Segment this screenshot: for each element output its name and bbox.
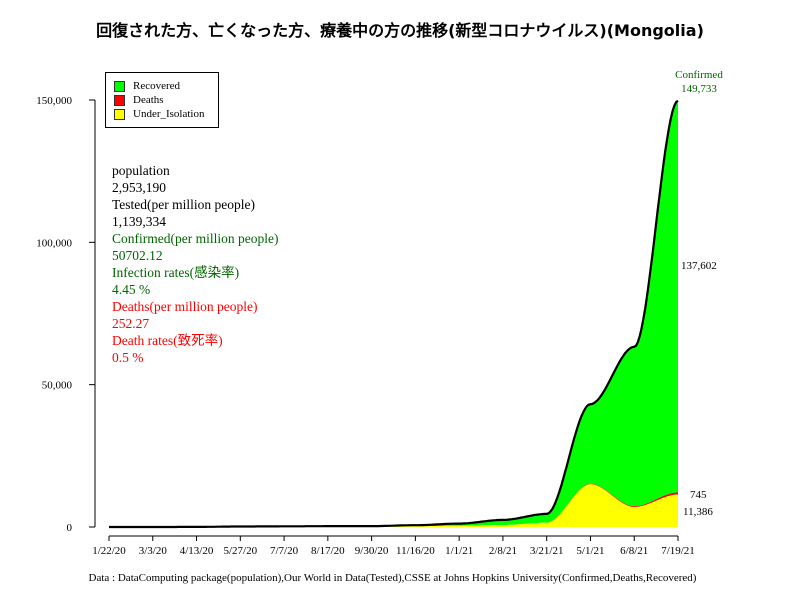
stat-tested-label: Tested(per million people) — [112, 197, 256, 212]
legend-swatch-recovered — [114, 80, 125, 92]
area-under-isolation — [109, 484, 678, 527]
legend-entry-recovered: Recovered — [114, 80, 180, 92]
stat-infection-rate-label: Infection rates(感染率) — [112, 265, 240, 280]
stat-confirmed-label: Confirmed(per million people) — [112, 231, 279, 246]
legend-label-under-isolation: Under_Isolation — [133, 108, 205, 120]
stat-death-rate-label: Death rates(致死率) — [112, 333, 223, 348]
x-tick-label: 1/1/21 — [445, 545, 473, 557]
stat-infection-rate: Infection rates(感染率) 4.45 % — [112, 264, 278, 298]
deaths-value-label: 745 — [690, 489, 707, 501]
stat-tested-value: 1,139,334 — [112, 214, 166, 229]
y-tick-label: 150,000 — [36, 95, 72, 107]
stat-confirmed-value: 50702.12 — [112, 248, 163, 263]
recovered-value-label: 137,602 — [681, 260, 717, 272]
legend-entry-deaths: Deaths — [114, 94, 164, 106]
stat-deaths-label: Deaths(per million people) — [112, 299, 258, 314]
stat-confirmed: Confirmed(per million people) 50702.12 — [112, 230, 278, 264]
stat-death-rate-value: 0.5 % — [112, 350, 144, 365]
x-tick-label: 3/21/21 — [530, 545, 564, 557]
stat-infection-rate-value: 4.45 % — [112, 282, 151, 297]
stat-population: population 2,953,190 — [112, 162, 278, 196]
x-tick-label: 1/22/20 — [92, 545, 126, 557]
chart-title: 回復された方、亡くなった方、療養中の方の推移(新型コロナウイルス)(Mongol… — [96, 21, 704, 40]
confirmed-value-label: 149,733 — [681, 83, 717, 95]
x-tick-label: 9/30/20 — [355, 545, 389, 557]
data-source-footer: Data : DataComputing package(population)… — [88, 572, 697, 584]
legend-swatch-under-isolation — [114, 108, 125, 120]
x-tick-label: 3/3/20 — [139, 545, 168, 557]
stat-tested: Tested(per million people) 1,139,334 — [112, 196, 278, 230]
y-tick-label: 0 — [67, 522, 73, 534]
legend-swatch-deaths — [114, 94, 125, 106]
area-recovered — [109, 100, 678, 528]
legend-label-recovered: Recovered — [133, 80, 181, 92]
stat-death-rate: Death rates(致死率) 0.5 % — [112, 332, 278, 366]
x-tick-label: 4/13/20 — [180, 545, 214, 557]
y-tick-label: 100,000 — [36, 237, 72, 249]
x-tick-label: 6/8/21 — [620, 545, 648, 557]
legend-entry-under-isolation: Under_Isolation — [114, 108, 204, 120]
x-tick-label: 7/19/21 — [661, 545, 695, 557]
confirmed-label: Confirmed — [675, 69, 723, 81]
x-tick-label: 5/27/20 — [223, 545, 257, 557]
stat-population-label: population — [112, 163, 170, 178]
x-tick-label: 8/17/20 — [311, 545, 345, 557]
confirmed-line — [109, 99, 679, 529]
x-tick-label: 11/16/20 — [396, 545, 435, 557]
y-tick-label: 50,000 — [42, 380, 73, 392]
stat-population-value: 2,953,190 — [112, 180, 166, 195]
stat-deaths: Deaths(per million people) 252.27 — [112, 298, 278, 332]
legend-label-deaths: Deaths — [133, 94, 164, 106]
x-tick-label: 5/1/21 — [576, 545, 604, 557]
stats-panel: population 2,953,190 Tested(per million … — [112, 162, 278, 366]
isolation-value-label: 11,386 — [683, 506, 713, 518]
x-tick-label: 2/8/21 — [489, 545, 517, 557]
legend: Recovered Deaths Under_Isolation — [105, 72, 219, 128]
stat-deaths-value: 252.27 — [112, 316, 150, 331]
x-tick-label: 7/7/20 — [270, 545, 299, 557]
